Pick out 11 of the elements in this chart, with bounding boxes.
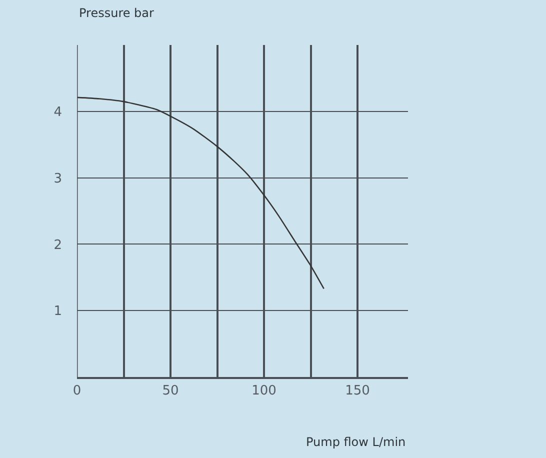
- y-tick-label: 2: [54, 238, 62, 253]
- line-series: [77, 96, 324, 290]
- y-axis-title: Pressure bar: [79, 6, 154, 20]
- x-tick-label: 0: [72, 383, 82, 398]
- x-tick-label: 100: [252, 383, 276, 398]
- x-tick-label: 50: [162, 383, 179, 398]
- y-tick-label: 1: [54, 304, 62, 320]
- x-tick-label: 150: [345, 383, 370, 398]
- y-tick-label: 4: [54, 104, 62, 120]
- x-axis-title: Pump flow L/min: [306, 435, 406, 449]
- y-tick-label: 3: [54, 171, 62, 186]
